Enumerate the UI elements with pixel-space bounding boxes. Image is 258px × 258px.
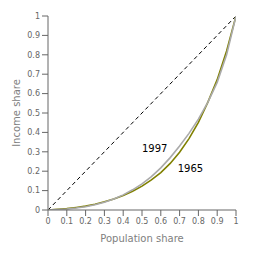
svg-text:0.3: 0.3 bbox=[27, 148, 40, 157]
svg-text:0.2: 0.2 bbox=[27, 167, 40, 176]
svg-text:0.9: 0.9 bbox=[27, 31, 40, 40]
svg-text:1997: 1997 bbox=[142, 143, 167, 154]
svg-text:0.4: 0.4 bbox=[117, 217, 130, 226]
svg-text:1: 1 bbox=[233, 217, 238, 226]
svg-text:0.8: 0.8 bbox=[192, 217, 205, 226]
svg-text:0.5: 0.5 bbox=[27, 109, 40, 118]
svg-text:0: 0 bbox=[45, 217, 50, 226]
svg-text:0.2: 0.2 bbox=[79, 217, 92, 226]
svg-text:0.1: 0.1 bbox=[27, 186, 40, 195]
svg-text:0.7: 0.7 bbox=[27, 70, 40, 79]
svg-text:0.8: 0.8 bbox=[27, 51, 40, 60]
svg-text:1965: 1965 bbox=[178, 163, 203, 174]
svg-text:Income share: Income share bbox=[11, 79, 22, 147]
svg-text:0: 0 bbox=[35, 206, 40, 215]
svg-text:0.7: 0.7 bbox=[173, 217, 186, 226]
svg-text:0.6: 0.6 bbox=[154, 217, 167, 226]
svg-text:0.9: 0.9 bbox=[211, 217, 224, 226]
svg-text:0.4: 0.4 bbox=[27, 128, 40, 137]
svg-text:0.3: 0.3 bbox=[98, 217, 111, 226]
svg-text:0.1: 0.1 bbox=[60, 217, 73, 226]
svg-text:1: 1 bbox=[35, 12, 40, 21]
svg-text:Population share: Population share bbox=[100, 233, 183, 244]
svg-text:0.5: 0.5 bbox=[136, 217, 149, 226]
svg-text:0.6: 0.6 bbox=[27, 89, 40, 98]
